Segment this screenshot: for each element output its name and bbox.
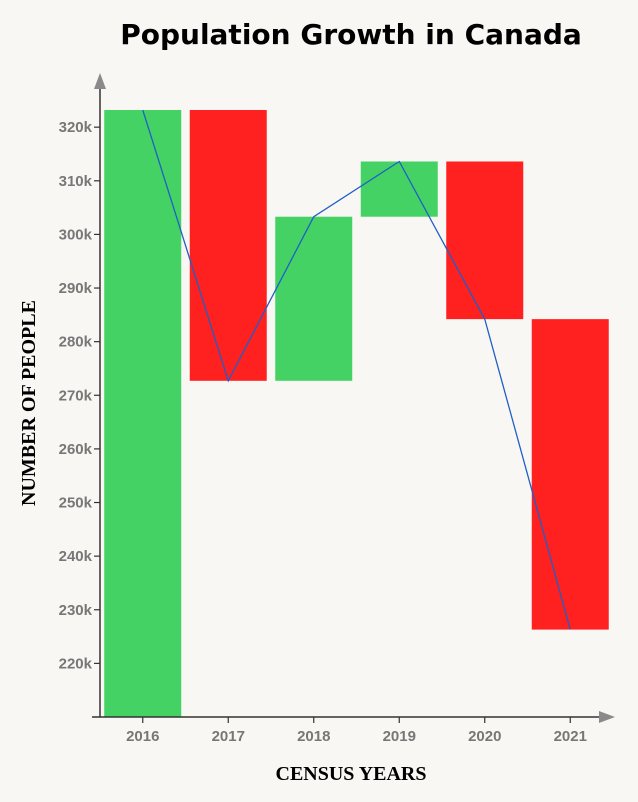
y-axis-arrow-icon: [94, 73, 106, 89]
y-tick-label: 220k: [59, 655, 93, 672]
y-tick-label: 310k: [59, 173, 93, 190]
y-tick-label: 320k: [59, 119, 93, 136]
bar-2021: [531, 319, 609, 630]
x-axis-arrow-icon: [599, 711, 615, 723]
y-tick-label: 270k: [59, 387, 93, 404]
x-tick-label: 2019: [383, 728, 416, 745]
chart-title: Population Growth in Canada: [120, 18, 582, 51]
y-tick-label: 250k: [59, 495, 93, 512]
y-axis-title: NUMBER OF PEOPLE: [18, 300, 40, 506]
x-tick-label: 2021: [554, 728, 587, 745]
x-axis-title: CENSUS YEARS: [276, 763, 427, 785]
trend-line: [142, 109, 571, 630]
y-tick-label: 230k: [59, 602, 93, 619]
x-tick-label: 2020: [468, 728, 501, 745]
bar-2020: [446, 161, 524, 320]
x-tick-label: 2016: [126, 728, 159, 745]
bar-2019: [360, 161, 438, 217]
bar-2018: [275, 216, 353, 381]
bars-layer: [104, 110, 609, 717]
y-tick-label: 300k: [59, 226, 93, 243]
line-layer: [142, 109, 571, 630]
bar-2016: [104, 110, 182, 717]
x-tick-label: 2017: [212, 728, 245, 745]
y-tick-label: 290k: [59, 280, 93, 297]
bar-2017: [189, 110, 267, 381]
y-tick-label: 260k: [59, 441, 93, 458]
x-tick-label: 2018: [297, 728, 330, 745]
y-tick-label: 280k: [59, 334, 93, 351]
ticks-layer: 220k 230k 240k 250k 260k 270k 280k 290k 300k 310k…: [59, 119, 587, 745]
y-tick-label: 240k: [59, 548, 93, 565]
axes-layer: [92, 73, 615, 723]
